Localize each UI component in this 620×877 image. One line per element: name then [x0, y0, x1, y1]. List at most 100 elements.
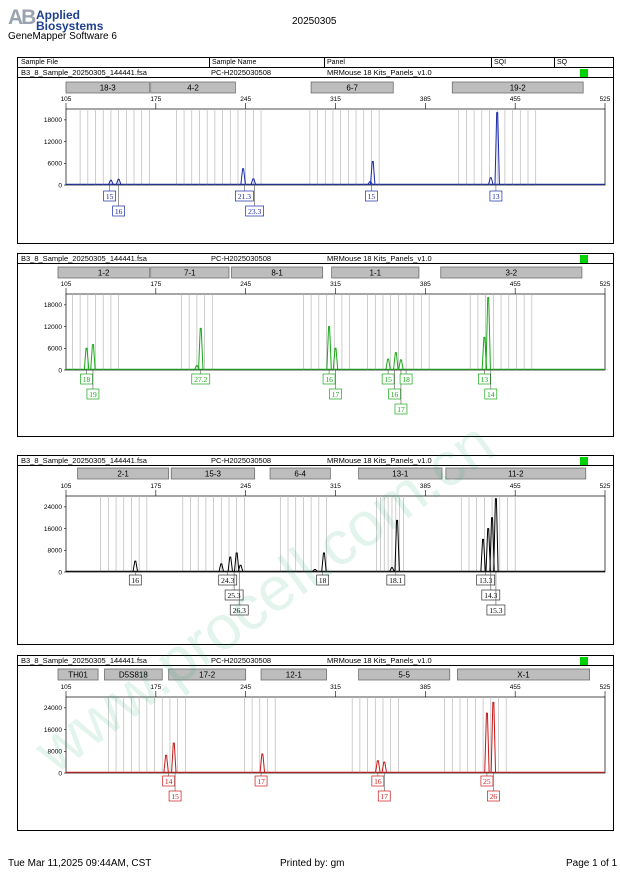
marker-bar	[457, 668, 590, 681]
peak	[108, 179, 114, 185]
x-tick-label: 385	[420, 96, 431, 103]
peak	[394, 519, 400, 572]
y-tick-label: 0	[58, 770, 62, 777]
allele-box	[377, 790, 391, 802]
col-divider	[491, 58, 492, 67]
page-number: Page 1 of 1	[566, 858, 618, 869]
allele-box	[162, 775, 176, 787]
allele-label: 18	[319, 576, 327, 585]
x-tick-label: 245	[240, 483, 251, 490]
sample-file: B3_8_Sample_20250305_144441.fsa	[21, 456, 147, 465]
x-tick-label: 245	[240, 281, 251, 288]
allele-box	[478, 373, 491, 385]
y-tick-label: 6000	[48, 346, 63, 353]
peak	[83, 347, 90, 370]
allele-label: 23.3	[248, 207, 261, 216]
peak	[312, 569, 318, 572]
allele-label: 17	[381, 792, 389, 801]
marker-label: 12-1	[286, 671, 303, 680]
peak	[250, 178, 257, 185]
marker-label: X-1	[517, 671, 530, 680]
allele-box	[229, 604, 249, 616]
allele-box	[224, 589, 244, 601]
allele-label: 17	[397, 405, 405, 414]
x-tick-label: 105	[61, 483, 72, 490]
x-tick-label: 525	[600, 483, 611, 490]
allele-box	[103, 190, 116, 202]
col-panel: Panel	[327, 59, 345, 66]
marker-bar	[77, 467, 170, 480]
marker-label: TH01	[68, 671, 88, 680]
marker-label: 2-1	[117, 470, 129, 479]
panel-name: MRMouse 18 Kits_Panels_v1.0	[327, 68, 432, 77]
peak	[233, 552, 240, 572]
allele-box	[489, 190, 503, 202]
allele-label: 24.3	[221, 576, 234, 585]
marker-bar	[451, 81, 584, 94]
allele-label: 21.3	[238, 192, 251, 201]
allele-box	[128, 574, 142, 586]
allele-box	[86, 388, 100, 400]
marker-bar	[170, 467, 256, 480]
allele-label: 13.3	[479, 576, 492, 585]
allele-label: 14	[165, 777, 173, 786]
allele-box	[329, 388, 342, 400]
y-tick-label: 24000	[44, 504, 62, 511]
sample-info-row: B3_8_Sample_20250305_144441.fsa PC-H2025…	[18, 456, 613, 466]
peak	[326, 326, 332, 370]
plot-frame	[65, 108, 606, 186]
peak	[321, 552, 327, 572]
y-tick-label: 16000	[44, 727, 62, 734]
y-tick-label: 18000	[44, 302, 62, 309]
peak	[385, 358, 391, 370]
allele-box	[245, 205, 264, 217]
panel-name: MRMouse 18 Kits_Panels_v1.0	[327, 656, 432, 665]
marker-bar	[269, 467, 331, 480]
peak	[494, 112, 500, 185]
marker-bar	[331, 266, 420, 279]
allele-label: 27.2	[194, 375, 207, 384]
sample-name: PC-H2025030508	[211, 254, 272, 263]
printed-by: Printed by: gm	[280, 858, 345, 869]
marker-bar	[104, 668, 163, 681]
sq-status-indicator	[580, 255, 588, 263]
allele-label: 16	[132, 576, 140, 585]
peak	[115, 178, 122, 185]
electropherogram-panel-4: B3_8_Sample_20250305_144441.fsa PC-H2025…	[17, 655, 614, 831]
marker-bar	[260, 668, 327, 681]
marker-label: 11-2	[508, 470, 524, 479]
peak	[485, 528, 491, 572]
plot-frame	[65, 696, 606, 774]
software-name: GeneMapper Software 6	[8, 31, 117, 42]
allele-label: 18	[83, 375, 91, 384]
allele-label: 18.1	[389, 576, 402, 585]
marker-bar	[57, 266, 150, 279]
x-tick-label: 105	[61, 281, 72, 288]
x-tick-label: 315	[330, 684, 341, 691]
sq-status-indicator	[580, 657, 588, 665]
marker-label: 4-2	[187, 84, 199, 93]
marker-label: 17-2	[199, 671, 216, 680]
x-tick-label: 315	[330, 96, 341, 103]
allele-box	[484, 388, 498, 400]
marker-bar	[168, 668, 247, 681]
plot-frame	[65, 495, 606, 573]
allele-box	[481, 589, 501, 601]
allele-label: 14.3	[484, 591, 497, 600]
col-sqi: SQI	[494, 59, 507, 66]
sample-info-row: B3_8_Sample_20250305_144441.fsa PC-H2025…	[18, 254, 613, 264]
peak	[332, 347, 339, 370]
allele-box	[487, 790, 500, 802]
allele-label: 25.3	[228, 591, 241, 600]
col-sample-file: Sample File	[21, 59, 58, 66]
allele-label: 15	[368, 192, 376, 201]
y-tick-label: 12000	[44, 324, 62, 331]
sample-info-row: B3_8_Sample_20250305_144441.fsa PC-H2025…	[18, 68, 613, 78]
allele-label: 16	[115, 207, 123, 216]
allele-box	[388, 388, 401, 400]
marker-label: 13-1	[392, 470, 409, 479]
y-tick-label: 8000	[48, 548, 63, 555]
x-tick-label: 455	[510, 281, 521, 288]
electropherogram-panel-2: B3_8_Sample_20250305_144441.fsa PC-H2025…	[17, 253, 614, 437]
allele-box	[80, 373, 93, 385]
